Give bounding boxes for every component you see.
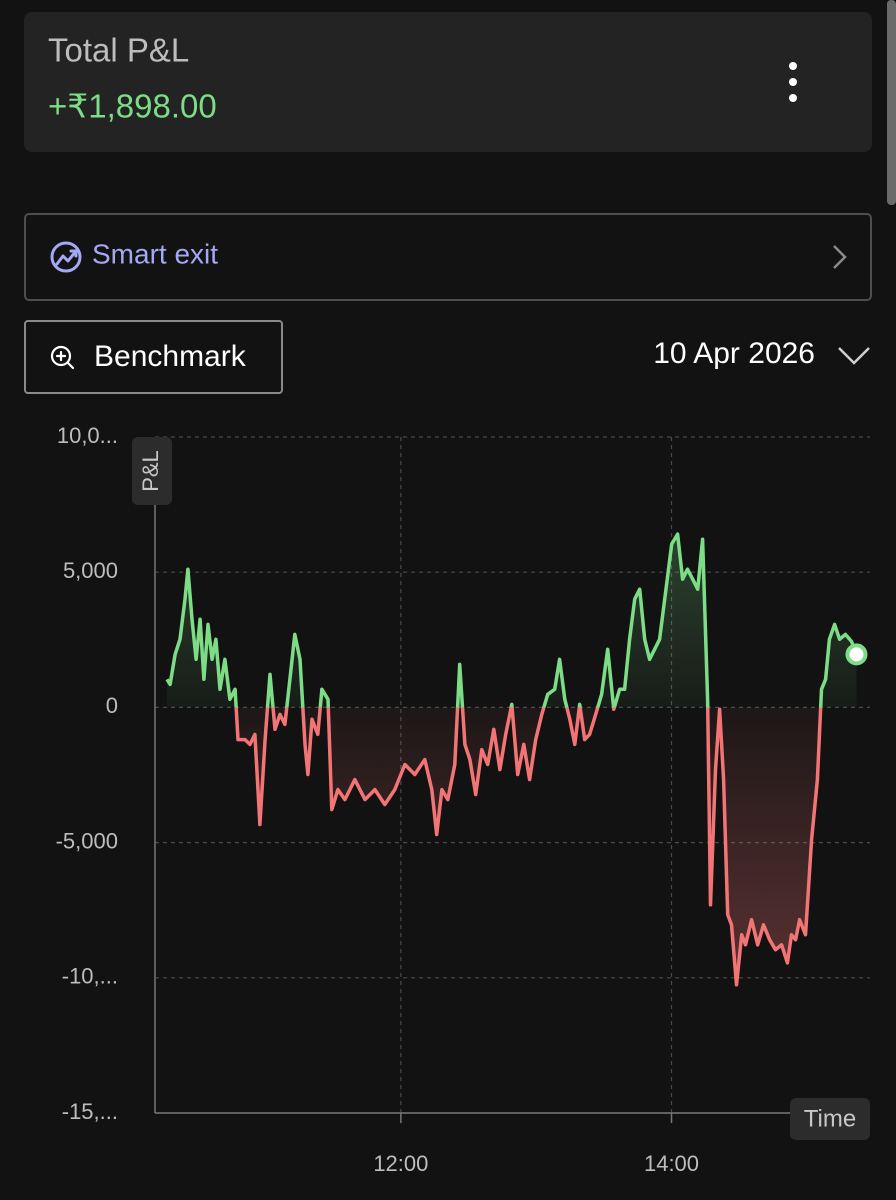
y-tick-label: 10,0... <box>57 423 118 448</box>
pnl-title: Total P&L <box>48 32 189 69</box>
x-axis-label: Time <box>804 1105 856 1132</box>
chevron-right <box>833 245 847 269</box>
area-fill <box>167 534 857 985</box>
y-tick-label: -15,... <box>62 1099 118 1124</box>
pnl-value: +₹1,898.00 <box>48 88 217 125</box>
y-axis-label: P&L <box>138 450 163 492</box>
endpoint-marker <box>845 643 868 666</box>
date-label[interactable]: 10 Apr 2026 <box>653 337 815 370</box>
y-tick-label: 5,000 <box>63 558 118 583</box>
benchmark-button[interactable] <box>24 320 283 394</box>
y-tick-label: -5,000 <box>56 828 118 853</box>
smart-exit-label[interactable]: Smart exit <box>92 238 218 269</box>
x-tick-label: 14:00 <box>644 1151 699 1176</box>
benchmark-icon <box>50 345 75 370</box>
pnl-card <box>24 12 872 152</box>
y-tick-label: 0 <box>106 693 118 718</box>
smart-exit-icon <box>50 241 82 273</box>
benchmark-label[interactable]: Benchmark <box>94 340 247 373</box>
y-label-chip <box>132 437 172 505</box>
smart-exit-row[interactable] <box>24 213 872 301</box>
pnl-line <box>165 532 859 987</box>
chevron-down[interactable] <box>838 347 870 365</box>
chart: -15,... -10,... -5,000 0 5,000 10,0... 12:00 14… <box>56 423 870 1176</box>
x-tick-label: 12:00 <box>373 1151 428 1176</box>
scrollbar[interactable] <box>887 0 896 205</box>
y-tick-label: -10,... <box>62 964 118 989</box>
more-menu[interactable] <box>789 62 797 102</box>
x-label-chip <box>790 1098 870 1140</box>
